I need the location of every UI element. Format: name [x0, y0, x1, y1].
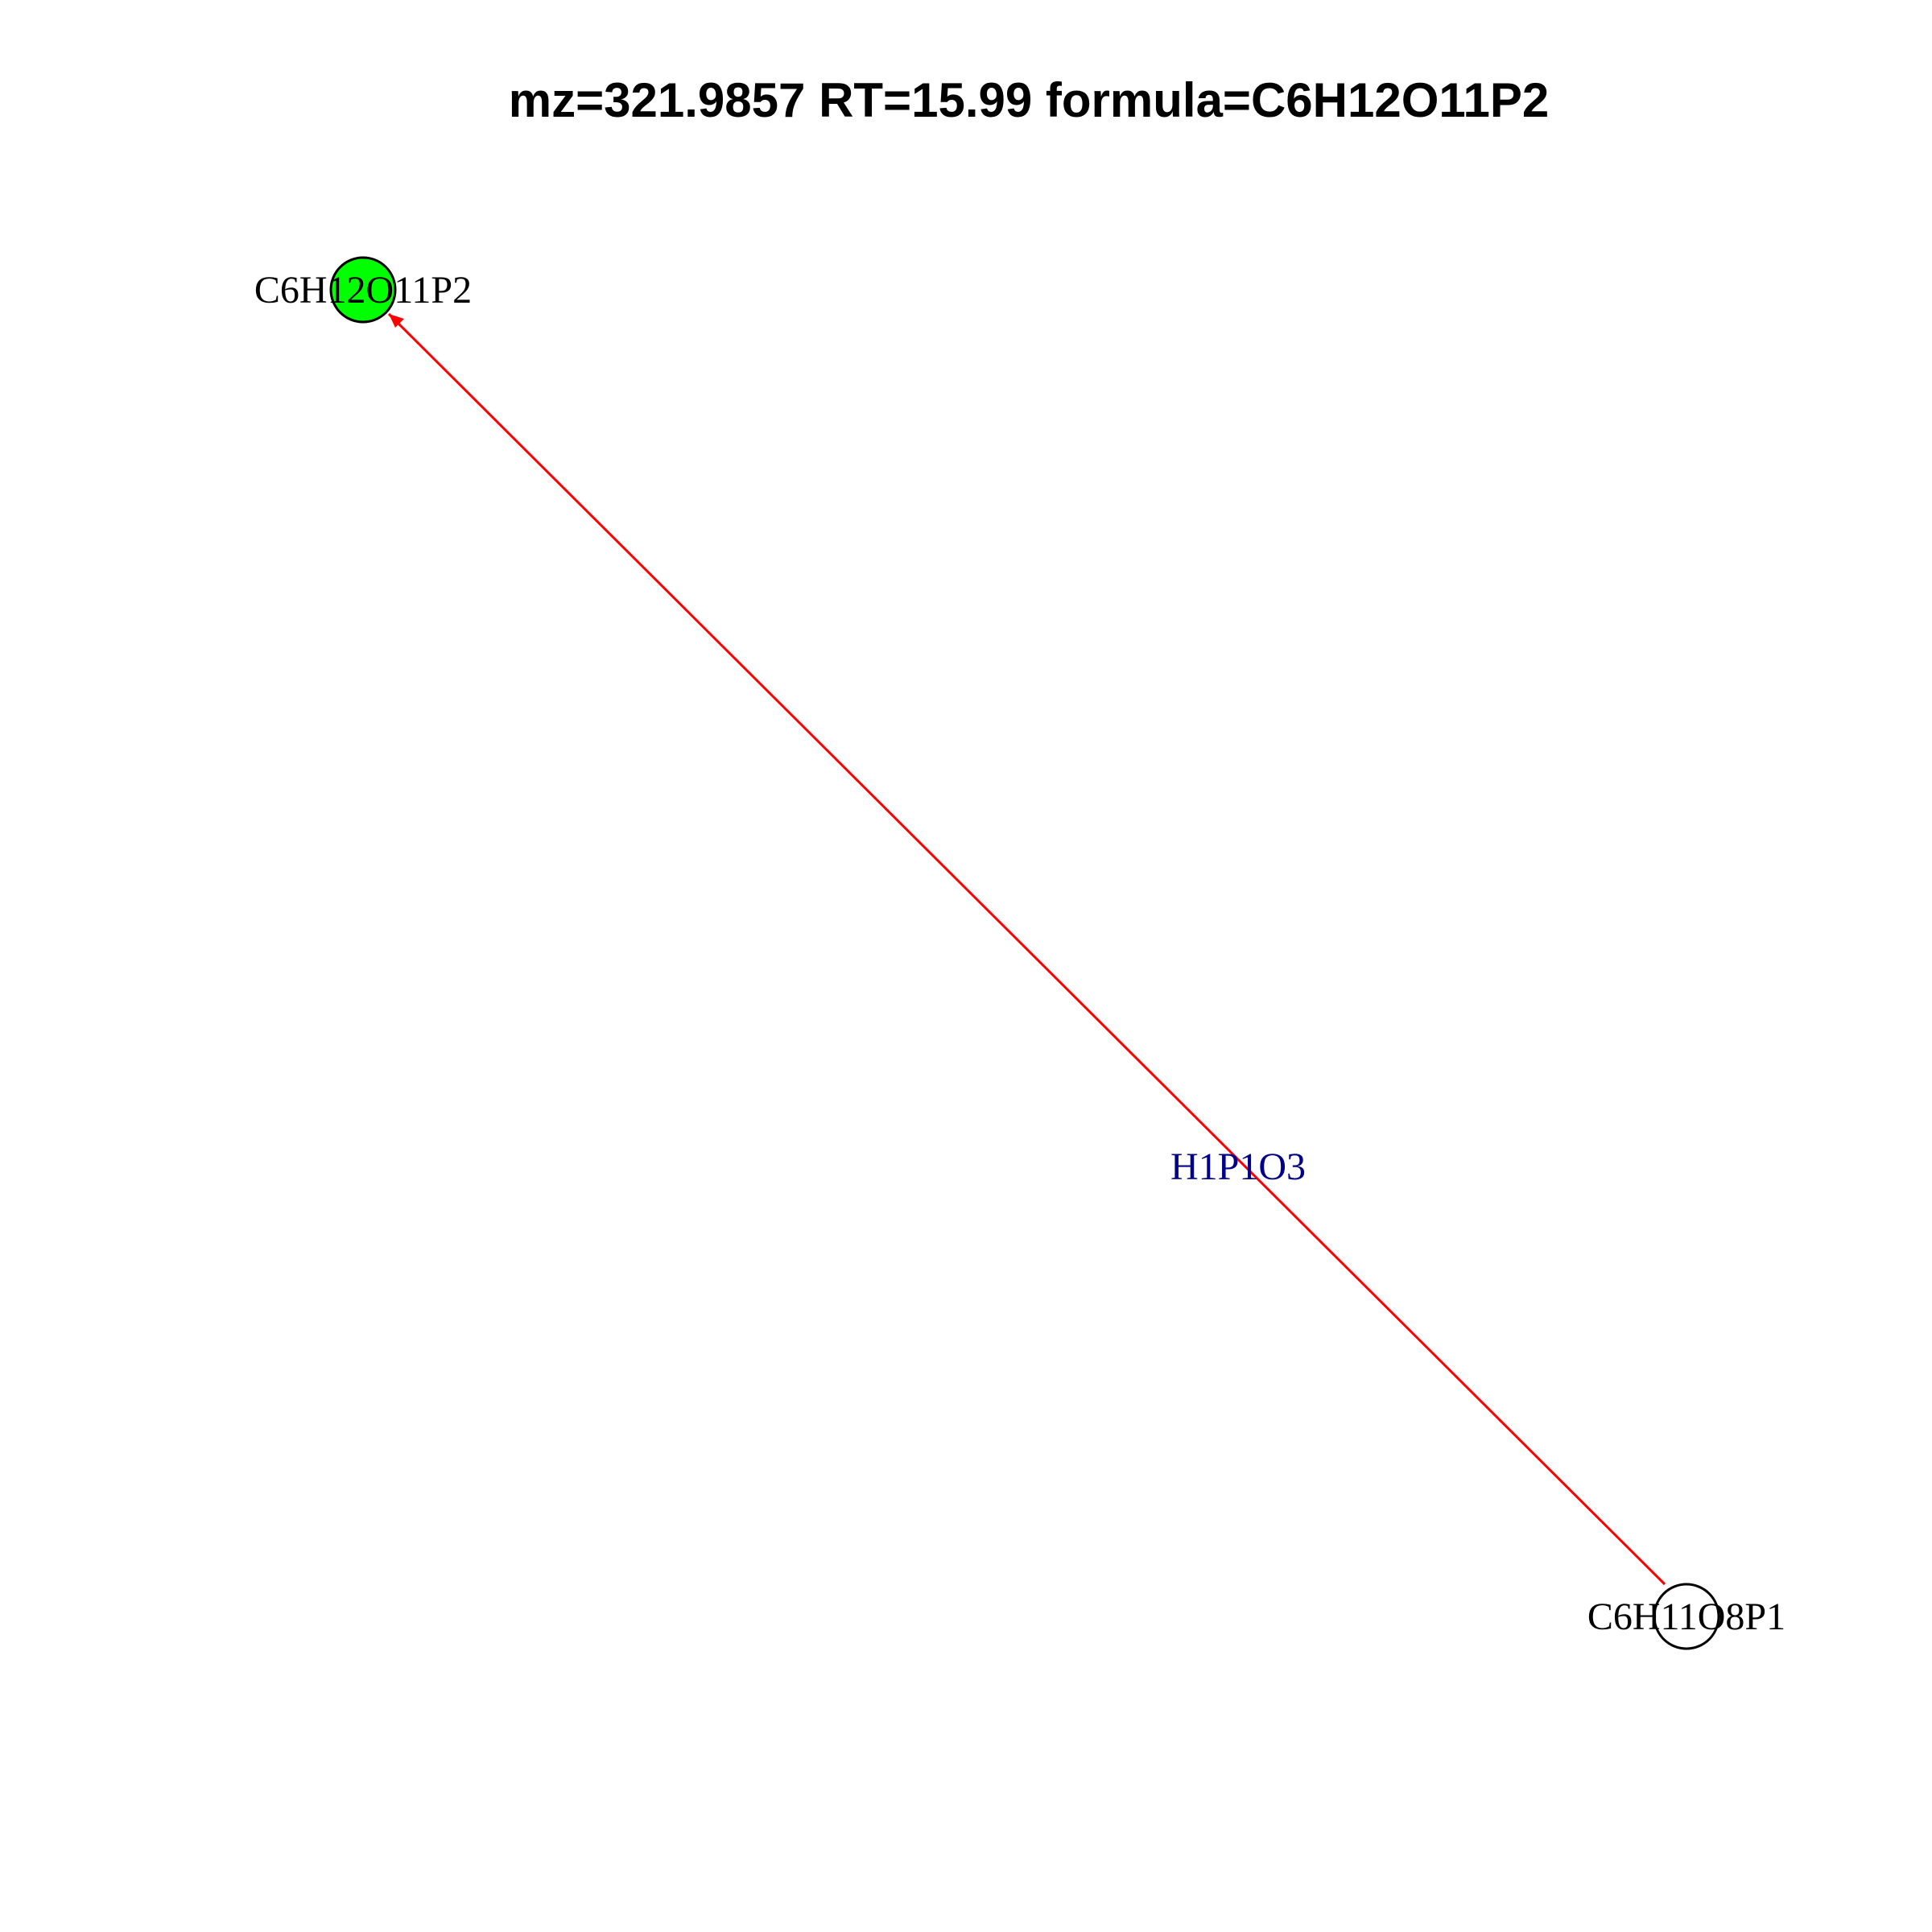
edge-label: H1P1O3: [1170, 1146, 1306, 1188]
diagram-title: mz=321.9857 RT=15.99 formula=C6H12O11P2: [509, 73, 1549, 127]
node-label: C6H12O11P2: [254, 269, 472, 312]
edge-arrow: [387, 312, 1666, 1586]
node-circle-white: [1653, 1583, 1720, 1650]
node-source[interactable]: C6H11O8P1: [1587, 1583, 1785, 1650]
node-target[interactable]: C6H12O11P2: [254, 256, 472, 324]
arrowhead-icon: [389, 314, 404, 328]
node-circle-green: [329, 256, 397, 324]
node-label: C6H11O8P1: [1587, 1596, 1785, 1638]
